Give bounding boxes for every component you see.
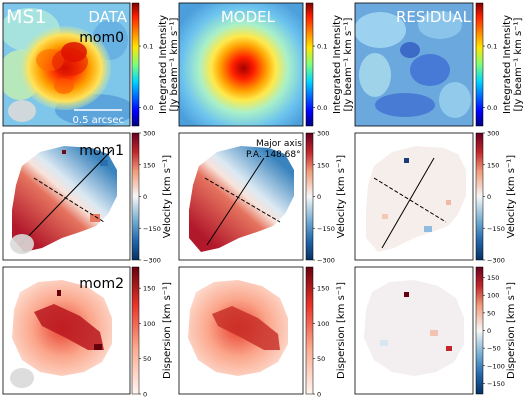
colorbar-tick-label: 50 [487, 309, 495, 317]
colorbar-mom2-model [305, 266, 314, 395]
row-label-mom0: mom0 [79, 30, 124, 46]
minor-axis-line [204, 177, 281, 223]
major-axis-line [19, 149, 113, 246]
colorbar-tick-label: −150 [487, 225, 505, 233]
model-mom0-panel [178, 2, 304, 127]
major-axis-annotation-line1: Major axis [256, 139, 302, 149]
colorbar-tick-label: 0.1 [487, 43, 497, 51]
data-mom0-map [3, 8, 130, 126]
source-label: MS1 [6, 6, 47, 28]
colorbar-tick-label: −300 [143, 257, 161, 265]
minor-axis-line [373, 177, 447, 223]
colorbar-tick-label: 300 [487, 130, 499, 138]
colorbar-mom0-data [131, 2, 140, 127]
colorbar-label-line1: Integrated Intensity [502, 15, 513, 114]
residual-mom2-panel [354, 266, 474, 395]
colorbar-label: Velocity [km s⁻¹] [162, 155, 173, 239]
colorbar-label-line2: [Jy beam⁻¹ km s⁻¹] [513, 17, 524, 111]
residual-velocity-map [366, 146, 466, 252]
colorbar-label-line1: Integrated Intensity [332, 15, 343, 114]
beam-ellipse [10, 234, 34, 254]
colorbar-labels: Integrated Intensity [Jy beam⁻¹ km s⁻¹] In… [158, 15, 524, 379]
colorbar-tick-label: 50 [143, 355, 151, 363]
colorbar-tick-label: 0 [487, 193, 491, 201]
row-label-mom1: mom1 [79, 143, 124, 159]
row-label-mom2: mom2 [79, 276, 124, 292]
residual-mom0-map [355, 11, 471, 118]
colorbar-tick-label: 150 [143, 161, 155, 169]
residual-mom1-panel [354, 132, 474, 261]
colorbar-tick-label: −150 [487, 380, 505, 388]
beam-ellipse [8, 100, 36, 122]
colorbar-tick-label: −300 [487, 257, 505, 265]
colorbar-label: Dispersion [km s⁻¹] [506, 282, 517, 379]
residual-mom0-panel [354, 2, 474, 127]
colorbar-label: Dispersion [km s⁻¹] [336, 282, 347, 379]
colorbar-tick-label: 0.0 [143, 104, 153, 112]
colorbar-mom2-residual [475, 266, 484, 395]
colorbar-tick-label: 0.1 [143, 43, 153, 51]
colorbar-tick-label: 150 [487, 161, 499, 169]
model-mom1-panel [178, 132, 304, 261]
beam-ellipse [10, 368, 34, 388]
column-title-model: MODEL [221, 8, 276, 26]
colorbar-tick-label: 0 [317, 193, 321, 201]
colorbar-tick-label: −150 [143, 225, 161, 233]
colorbar-tick-label: 150 [317, 161, 329, 169]
colorbar-tick-label: 100 [317, 320, 329, 328]
data-mom1-panel [2, 132, 131, 261]
colorbar-tick-label: 100 [487, 292, 499, 300]
colorbar-tick-label: −50 [487, 345, 501, 353]
residual-dispersion-map [364, 280, 464, 376]
colorbar-label: Dispersion [km s⁻¹] [162, 282, 173, 379]
colorbar-tick-label: 150 [143, 285, 155, 293]
colorbar-tick-label: −300 [317, 257, 335, 265]
colorbar-tick-label: 150 [487, 274, 499, 282]
colorbar-tick-label: 0 [143, 193, 147, 201]
colorbar-tick-label: 0.1 [317, 43, 327, 51]
colorbar-tick-label: 100 [143, 320, 155, 328]
colorbar-mom0-residual [475, 2, 484, 127]
colorbar-mom1-model [305, 132, 314, 261]
major-axis-line [206, 157, 265, 246]
colorbar-tick-label: 0.0 [487, 104, 497, 112]
colorbar-label-line2: [Jy beam⁻¹ km s⁻¹] [343, 17, 354, 111]
colorbar-tick-label: 50 [317, 355, 325, 363]
scale-bar-label: 0.5 arcsec [73, 115, 124, 126]
colorbar-label: Velocity [km s⁻¹] [506, 155, 517, 239]
colorbar-tick-label: 150 [317, 285, 329, 293]
column-title-data: DATA [88, 8, 127, 26]
colorbar-mom1-data [131, 132, 140, 261]
major-axis-line [381, 157, 435, 249]
model-mom2-panel [178, 266, 304, 395]
colorbar-label-line2: [Jy beam⁻¹ km s⁻¹] [169, 17, 180, 111]
data-mom2-panel [2, 266, 131, 395]
major-axis-annotation-line2: P.A. 148.68° [246, 150, 301, 160]
colorbar-tick-label: 0 [143, 391, 147, 399]
minor-axis-line [33, 177, 105, 223]
model-mom0-map [179, 3, 303, 126]
colorbar-tick-label: 0.0 [317, 104, 327, 112]
colorbar-tick-label: −100 [487, 362, 505, 370]
colorbar-mom2-data [131, 266, 140, 395]
colorbar-label: Velocity [km s⁻¹] [336, 155, 347, 239]
colorbar-tick-label: 0 [317, 391, 321, 399]
colorbar-tick-label: 300 [317, 130, 329, 138]
colorbar-ticks: 0.0 0.1 0.0 0.1 0.0 0.1 300 150 0 −150 −300 300 150 0… [139, 43, 505, 399]
colorbar-tick-label: 300 [143, 130, 155, 138]
colorbar-tick-label: −150 [317, 225, 335, 233]
column-title-residual: RESIDUAL [396, 8, 472, 26]
colorbar-label-line1: Integrated Intensity [158, 15, 169, 114]
data-mom0-panel [2, 2, 131, 127]
colorbar-tick-label: 0 [487, 327, 491, 335]
colorbar-mom0-model [305, 2, 314, 127]
colorbar-mom1-residual [475, 132, 484, 261]
